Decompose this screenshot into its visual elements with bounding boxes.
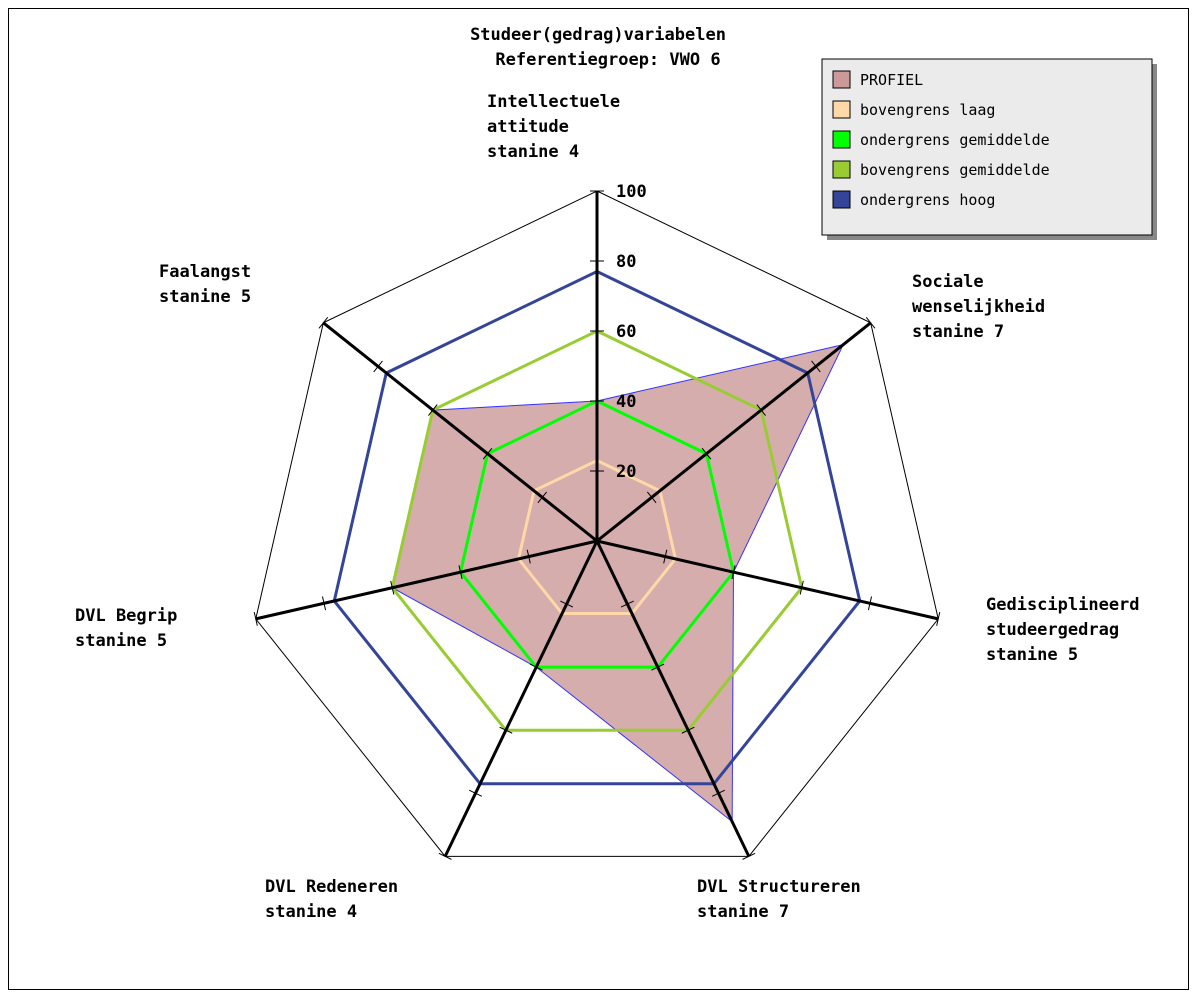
axis-line: [443, 540, 599, 857]
axis-tick: [711, 789, 726, 797]
axis-tick: [731, 565, 736, 580]
category-label: Faalangst stanine 5: [159, 262, 251, 307]
legend: PROFIEL bovengrens laag ondergrens gemidde…: [821, 58, 1157, 240]
axis-tick: [620, 600, 634, 608]
legend-label: PROFIEL: [860, 71, 923, 89]
category-labels: Intellectuele attitude stanine 4 Sociale wen…: [75, 92, 1140, 922]
legend-label: bovengrens gemiddelde: [860, 161, 1050, 179]
axes: [253, 190, 941, 860]
series-ondergrens-gemiddelde: [458, 399, 736, 669]
axis-tick: [537, 491, 548, 504]
outer-grid-polygon: [255, 190, 939, 857]
axis-tick: [253, 611, 258, 626]
axis-tick: [865, 316, 876, 329]
axis-tick: [321, 596, 327, 611]
axis-tick: [756, 404, 766, 416]
tick-label: 40: [616, 392, 636, 412]
axis-tick: [318, 316, 329, 329]
chart-subtitle: Referentiegroep: VWO 6: [495, 50, 720, 70]
axis-tick: [811, 360, 821, 373]
legend-swatch: [832, 190, 851, 209]
grid: [255, 190, 939, 857]
axis-line: [596, 539, 939, 621]
axis-line: [322, 321, 598, 543]
axis-tick: [526, 549, 531, 564]
tick-label: 100: [616, 182, 647, 202]
category-label: Intellectuele attitude stanine 4: [487, 92, 620, 162]
category-label: DVL Redeneren stanine 4: [265, 877, 398, 922]
axis-tick: [438, 852, 452, 860]
legend-label: ondergrens hoog: [860, 191, 995, 209]
axis-tick: [529, 663, 543, 671]
legend-swatch: [832, 160, 851, 179]
series-ondergrens-hoog: [332, 269, 862, 786]
category-label: Sociale wenselijkheid stanine 7: [912, 272, 1045, 342]
axis-tick: [482, 447, 493, 460]
axis-tick: [468, 789, 483, 797]
axis-tick: [742, 852, 756, 860]
axis-line: [596, 321, 872, 543]
series-bovengrens-laag: [516, 458, 678, 616]
axis-tick: [663, 549, 668, 564]
axis-tick: [799, 580, 804, 595]
axis-tick: [390, 580, 395, 595]
legend-swatch: [832, 130, 851, 149]
tick-label: 20: [616, 462, 636, 482]
axis-line: [595, 540, 751, 857]
axis-tick: [651, 663, 665, 671]
tick-label: 80: [616, 252, 636, 272]
category-label: DVL Structureren stanine 7: [697, 877, 861, 922]
category-label: DVL Begrip stanine 5: [75, 606, 177, 651]
category-label: Gedisciplineerd studeergedrag stanine 5: [986, 595, 1140, 665]
axis-tick: [646, 491, 657, 504]
axis-tick: [458, 565, 463, 580]
axis-tick: [701, 447, 712, 460]
tick-labels: 20 40 60 80 100: [616, 182, 647, 482]
legend-swatch: [832, 70, 851, 89]
chart-title: Studeer(gedrag)variabelen: [470, 25, 726, 45]
tick-label: 60: [616, 322, 636, 342]
axis-tick: [373, 360, 383, 373]
axis-tick: [681, 726, 695, 734]
axis-tick: [428, 404, 438, 416]
axis-tick: [560, 600, 574, 608]
axis-line: [255, 539, 598, 621]
legend-label: ondergrens gemiddelde: [860, 131, 1050, 149]
axis-tick: [936, 611, 941, 626]
axis-tick: [867, 596, 873, 611]
legend-swatch: [832, 100, 851, 119]
series-bovengrens-gemiddelde: [390, 329, 804, 732]
legend-label: bovengrens laag: [860, 101, 995, 119]
axis-tick: [499, 726, 513, 734]
